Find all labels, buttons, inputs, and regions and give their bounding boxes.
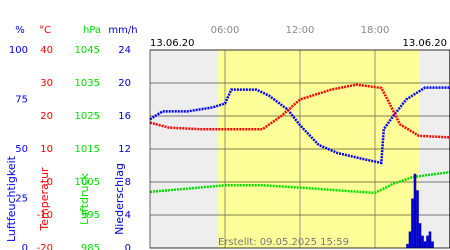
y-tick-label: -20 [37, 243, 53, 250]
y-tick-label: 50 [15, 144, 28, 155]
x-tick-label: 12:00 [286, 25, 315, 36]
precip-bar [421, 235, 424, 248]
y-tick-label: 4 [125, 210, 131, 221]
axis-unit: % [15, 25, 25, 36]
precip-bar [406, 243, 409, 248]
y-tick-label: 1035 [75, 78, 100, 89]
axis-unit: mm/h [108, 25, 137, 36]
y-tick-label: 20 [118, 78, 131, 89]
y-tick-label: 1015 [75, 144, 100, 155]
y-tick-label: 1005 [75, 177, 100, 188]
y-tick-label: 1025 [75, 111, 100, 122]
axis-title: Niederschlag [113, 163, 126, 235]
series-line [149, 83, 450, 139]
x-tick-label: 06:00 [211, 25, 240, 36]
y-tick-label: 12 [118, 144, 131, 155]
y-tick-label: 10 [40, 144, 53, 155]
precip-bar [413, 173, 417, 248]
series-line [149, 170, 450, 195]
precip-bar [411, 198, 414, 248]
y-tick-label: 100 [9, 45, 28, 56]
y-tick-label: 1045 [75, 45, 100, 56]
y-tick-label: 985 [81, 243, 100, 250]
y-tick-label: 16 [118, 111, 131, 122]
series-line [149, 86, 450, 165]
y-tick-label: 30 [40, 78, 53, 89]
precip-bar [428, 231, 432, 248]
date-right: 13.06.20 [402, 38, 447, 49]
precip-bar [408, 231, 412, 248]
y-tick-label: 24 [118, 45, 131, 56]
y-tick-label: 25 [15, 194, 28, 205]
axis-title: Temperatur [38, 167, 51, 232]
precip-bar [431, 241, 434, 248]
precip-bar [416, 190, 419, 248]
axis-title: Luftdruck [78, 172, 91, 224]
x-tick-label: 18:00 [361, 25, 390, 36]
y-tick-label: 0 [125, 243, 131, 250]
axis-unit: hPa [83, 25, 101, 36]
precip-bar [426, 235, 429, 248]
precip-bar [423, 241, 427, 248]
y-tick-label: 0 [47, 177, 53, 188]
date-left: 13.06.20 [150, 38, 195, 49]
footer: Erstellt: 09.05.2025 15:59 [218, 237, 349, 248]
precip-bar [418, 223, 422, 248]
y-tick-label: 20 [40, 111, 53, 122]
y-tick-label: 40 [40, 45, 53, 56]
y-tick-label: 995 [81, 210, 100, 221]
y-tick-label: 0 [22, 243, 28, 250]
axis-title: Luftfeuchtigkeit [5, 155, 18, 242]
y-tick-label: 8 [125, 177, 131, 188]
y-tick-label: 75 [15, 95, 28, 106]
axis-unit: °C [39, 25, 51, 36]
y-tick-label: -10 [37, 210, 53, 221]
